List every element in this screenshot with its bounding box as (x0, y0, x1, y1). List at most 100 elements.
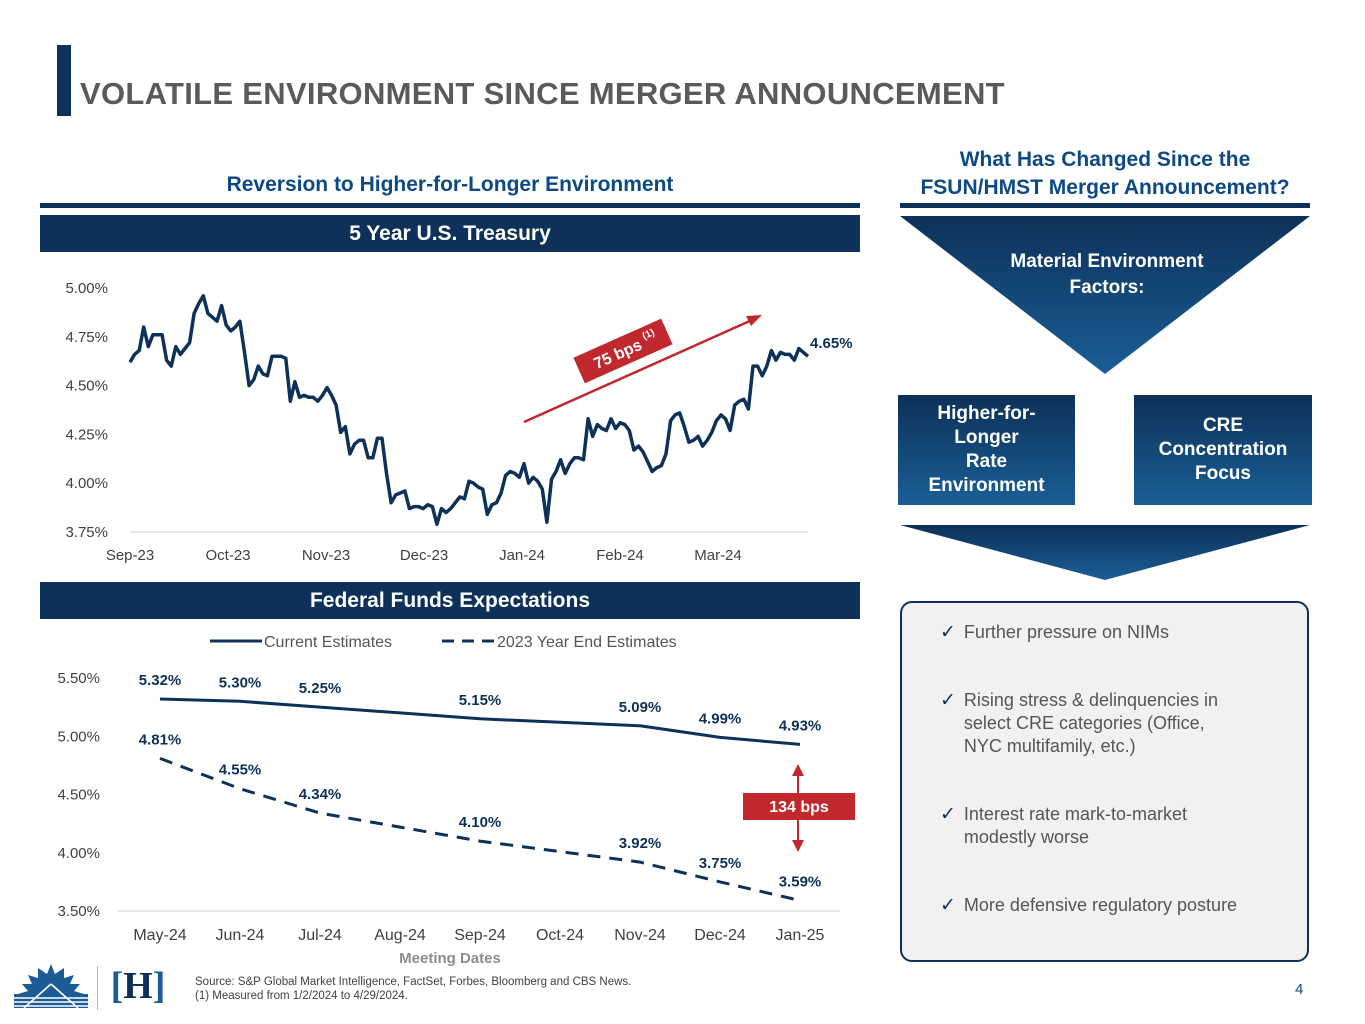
bullet-mark-to-market: ✓ Interest rate mark-to-market modestly … (940, 803, 1187, 849)
fed-x-tick: Jul-24 (298, 927, 342, 944)
delta-arrow-up (792, 764, 804, 776)
treasury-y-tick: 4.50% (65, 378, 108, 395)
treasury-chart: 3.75% 4.00% 4.25% 4.50% 4.75% 5.00% Sep-23 Oct… (65, 280, 853, 564)
check-icon: ✓ (940, 622, 956, 643)
check-icon: ✓ (940, 690, 956, 711)
fed-funds-band: Federal Funds Expectations (40, 582, 860, 619)
year-end-estimate-label: 3.92% (619, 835, 662, 852)
funnel-line1: Material Environment (1010, 251, 1204, 272)
factor-box-rates-line3: Rate (965, 451, 1008, 472)
fed-x-tick: May-24 (133, 927, 186, 944)
year-end-estimate-label: 3.75% (699, 855, 742, 872)
current-estimates-line (159, 697, 801, 746)
fed-x-tick: Sep-24 (454, 927, 506, 944)
treasury-end-label: 4.65% (810, 335, 853, 352)
funnel-text: Material Environment Factors: (940, 249, 1274, 301)
factor-box-rates-line1: Higher-for- (937, 403, 1036, 424)
treasury-band: 5 Year U.S. Treasury (40, 215, 860, 252)
source-line2: (1) Measured from 1/2/2024 to 4/29/2024. (195, 990, 408, 1002)
fed-y-tick: 4.00% (57, 845, 100, 862)
bullet-mtm-line1: Interest rate mark-to-market (963, 804, 1187, 824)
fed-funds-chart: Current Estimates 2023 Year End Estimate… (57, 634, 855, 967)
right-heading-rule (900, 203, 1310, 208)
current-estimate-label: 4.93% (779, 717, 822, 734)
bps-annotation-footnote: (1) (641, 327, 657, 342)
source-line1: Source: S&P Global Market Intelligence, … (195, 976, 632, 988)
funnel-bottom-wedge (900, 525, 1310, 580)
delta-arrow-down (792, 840, 804, 852)
legend-current-estimates: Current Estimates (264, 634, 392, 651)
bullet-nims: ✓ Further pressure on NIMs (940, 621, 1169, 644)
bullet-cre-stress-line3: NYC multifamily, etc.) (963, 736, 1136, 756)
treasury-x-tick: Dec-23 (400, 547, 448, 564)
fed-y-tick: 3.50% (57, 903, 100, 920)
bullet-regulatory-text: More defensive regulatory posture (963, 895, 1238, 915)
factor-box-rates-line2: Longer (954, 427, 1019, 448)
fed-x-tick: Jan-25 (776, 927, 825, 944)
funnel-line2: Factors: (1069, 277, 1145, 298)
factor-box-rates: Higher-for- Longer Rate Environment (898, 395, 1075, 505)
delta-badge-label: 134 bps (769, 799, 829, 816)
trend-arrow-head (746, 315, 762, 326)
treasury-y-tick: 5.00% (65, 280, 108, 297)
factor-box-cre-line2: Concentration (1158, 439, 1288, 460)
factor-box-cre-line3: Focus (1195, 463, 1251, 484)
funnel-triangle (900, 216, 1310, 374)
current-estimate-label: 4.99% (699, 710, 742, 727)
factor-box-cre: CRE Concentration Focus (1134, 395, 1312, 505)
bullet-cre-stress-line2: select CRE categories (Office, (963, 713, 1205, 733)
year-end-estimate-label: 4.10% (459, 814, 502, 831)
h-bracket-logo: [H] (111, 963, 166, 1009)
right-heading: What Has Changed Since the FSUN/HMST Mer… (898, 146, 1312, 202)
fed-y-tick: 4.50% (57, 787, 100, 804)
factor-box-cre-line1: CRE (1202, 415, 1244, 436)
current-estimate-label: 5.09% (619, 699, 662, 716)
right-heading-line1: What Has Changed Since the (959, 148, 1251, 171)
treasury-x-tick: Sep-23 (106, 547, 154, 564)
right-heading-line2: FSUN/HMST Merger Announcement? (920, 176, 1290, 199)
title-accent-bar (57, 45, 71, 116)
treasury-series-line (128, 294, 810, 526)
check-icon: ✓ (940, 895, 956, 916)
legend-year-end-estimates: 2023 Year End Estimates (497, 634, 677, 651)
year-end-estimate-label: 4.34% (299, 786, 342, 803)
h-logo-letter: H (123, 965, 153, 1007)
treasury-x-tick: Nov-23 (302, 547, 350, 564)
current-estimate-label: 5.32% (139, 672, 182, 689)
treasury-x-tick: Mar-24 (694, 547, 742, 564)
logo-divider (97, 966, 98, 1010)
bullet-cre-stress: ✓ Rising stress & delinquencies in selec… (940, 689, 1218, 758)
fed-x-tick: Oct-24 (536, 927, 584, 944)
current-estimate-label: 5.25% (299, 680, 342, 697)
treasury-x-tick: Jan-24 (499, 547, 545, 564)
treasury-x-tick: Feb-24 (596, 547, 644, 564)
year-end-estimate-label: 4.55% (219, 762, 262, 779)
trend-arrow-shaft (523, 318, 753, 424)
left-heading: Reversion to Higher-for-Longer Environme… (226, 173, 674, 196)
treasury-y-tick: 4.00% (65, 475, 108, 492)
treasury-y-tick: 4.25% (65, 426, 108, 443)
bullet-cre-stress-line1: Rising stress & delinquencies in (963, 690, 1219, 710)
treasury-y-tick: 4.75% (65, 329, 108, 346)
bullet-nims-text: Further pressure on NIMs (963, 622, 1169, 642)
fed-x-tick: Aug-24 (374, 927, 426, 944)
fed-y-tick: 5.00% (57, 728, 100, 745)
h-logo-bracket-right: ] (152, 965, 166, 1007)
fed-x-tick: Jun-24 (216, 927, 265, 944)
funnel-graphic (900, 216, 1310, 580)
delta-badge (743, 793, 855, 820)
fed-x-tick: Dec-24 (694, 927, 746, 944)
source-footnote: Source: S&P Global Market Intelligence, … (195, 975, 631, 1003)
bullet-regulatory: ✓ More defensive regulatory posture (940, 894, 1237, 917)
fed-x-tick: Nov-24 (614, 927, 666, 944)
h-logo-bracket-left: [ (110, 965, 124, 1007)
fed-y-tick: 5.50% (57, 670, 100, 687)
fed-x-axis-title: Meeting Dates (399, 950, 501, 967)
check-icon: ✓ (940, 804, 956, 825)
year-end-estimate-label: 3.59% (779, 874, 822, 891)
factor-box-rates-line4: Environment (928, 475, 1045, 496)
current-estimate-label: 5.15% (459, 692, 502, 709)
current-estimate-label: 5.30% (219, 674, 262, 691)
bullet-mtm-line2: modestly worse (963, 827, 1089, 847)
changes-panel: ✓ Further pressure on NIMs ✓ Rising stre… (900, 601, 1309, 962)
